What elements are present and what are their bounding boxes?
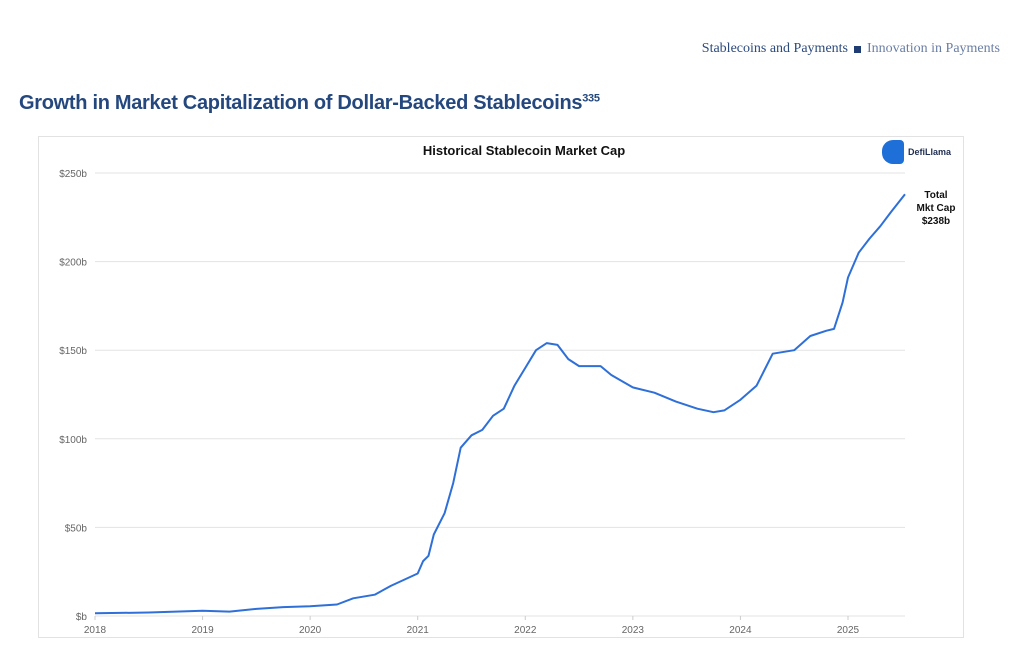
y-tick-label: $b [76, 612, 88, 623]
section-label: Stablecoins and Payments [701, 41, 848, 56]
logo-text: DefiLlama [908, 147, 952, 157]
x-tick-label: 2024 [729, 625, 752, 636]
x-tick-label: 2021 [407, 625, 430, 636]
footnote-ref: 335 [582, 92, 600, 105]
x-tick-label: 2018 [84, 625, 107, 636]
subsection-label: Innovation in Payments [867, 41, 1000, 56]
total-mkt-cap-annotation: Mkt Cap [917, 203, 956, 214]
y-tick-label: $250b [59, 169, 87, 180]
x-tick-label: 2025 [837, 625, 860, 636]
x-tick-label: 2020 [299, 625, 322, 636]
page-header: Stablecoins and Payments Innovation in P… [702, 41, 1000, 57]
chart-title: Historical Stablecoin Market Cap [423, 143, 625, 158]
defillama-logo: DefiLlama [882, 140, 951, 164]
total-mkt-cap-annotation: Total [924, 190, 947, 201]
y-tick-label: $150b [59, 346, 87, 357]
total-mkt-cap-annotation: $238b [922, 216, 950, 227]
llama-icon [882, 140, 904, 164]
y-tick-label: $200b [59, 258, 87, 269]
x-tick-label: 2019 [191, 625, 214, 636]
y-tick-label: $100b [59, 435, 87, 446]
y-tick-label: $50b [65, 523, 88, 534]
page-title-text: Growth in Market Capitalization of Dolla… [19, 92, 583, 114]
x-tick-label: 2023 [622, 625, 645, 636]
x-tick-label: 2022 [514, 625, 537, 636]
chart-frame [38, 136, 964, 638]
separator-square-icon [854, 45, 861, 53]
page-title: Growth in Market Capitalization of Dolla… [19, 92, 600, 115]
market-cap-line [94, 193, 906, 615]
